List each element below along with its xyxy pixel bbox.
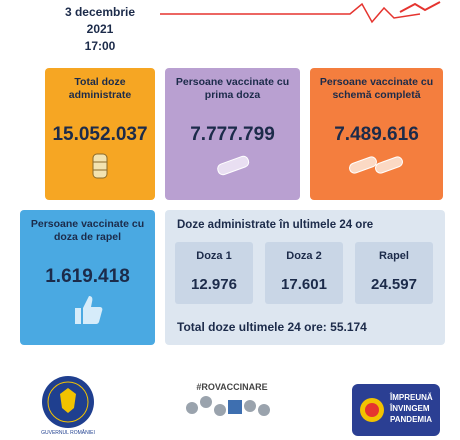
time: 17:00: [84, 39, 116, 53]
bandage-icon: [216, 155, 249, 176]
logos: GUVERNUL ROMÂNIEI #ROVACCINARE ÎMPREUNĂ …: [41, 376, 440, 436]
vial-icon: [92, 153, 108, 179]
dose-box: Doza 2 17.601: [265, 242, 343, 304]
card-value: 1.619.418: [45, 266, 130, 287]
dose-box: Rapel 24.597: [355, 242, 433, 304]
dose-value: 24.597: [371, 276, 417, 293]
card-value: 7.489.616: [334, 124, 419, 145]
card-title: Persoane vaccinate cu schemă completă: [319, 76, 434, 101]
card-first-dose: Persoane vaccinate cu prima doza 7.777.7…: [165, 68, 300, 200]
card-booster: Persoane vaccinate cu doza de rapel 1.61…: [20, 210, 155, 345]
dose-value: 12.976: [191, 276, 237, 293]
hashtag: #ROVACCINARE: [196, 382, 267, 392]
dose-value: 17.601: [281, 276, 327, 293]
card-value: 15.052.037: [52, 124, 148, 145]
card-title: Total doze administrate: [68, 76, 132, 101]
dose-label: Rapel: [379, 250, 409, 262]
panel-total: Total doze ultimele 24 ore: 55.174: [177, 320, 367, 334]
campaign-text: ÎNVINGEM: [389, 404, 430, 413]
government-text: GUVERNUL ROMÂNIEI: [41, 429, 95, 436]
card-title: Persoane vaccinate cu prima doza: [175, 76, 290, 101]
campaign-logo: [352, 384, 440, 436]
hashtag-icons: [186, 396, 270, 416]
card-title: Persoane vaccinate cu doza de rapel: [30, 218, 145, 243]
date: 3 decembrie 2021: [64, 5, 136, 36]
card-complete: Persoane vaccinate cu schemă completă 7.…: [310, 68, 443, 200]
dose-label: Doza 2: [286, 250, 322, 262]
last-24h-panel: Doze administrate în ultimele 24 ore Doz…: [165, 210, 445, 345]
card-total: Total doze administrate 15.052.037: [45, 68, 155, 200]
dose-box: Doza 1 12.976: [175, 242, 253, 304]
date-block: 3 decembrie 2021 17:00: [60, 4, 140, 55]
thumb-icon: [74, 296, 102, 324]
panel-title: Doze administrate în ultimele 24 ore: [177, 219, 374, 231]
campaign-text: PANDEMIA: [390, 415, 432, 424]
dose-label: Doza 1: [196, 250, 232, 262]
header-line: [160, 1, 441, 24]
card-value: 7.777.799: [190, 124, 275, 145]
campaign-text: ÎMPREUNĂ: [389, 393, 433, 402]
bandage-icon: [348, 156, 403, 174]
